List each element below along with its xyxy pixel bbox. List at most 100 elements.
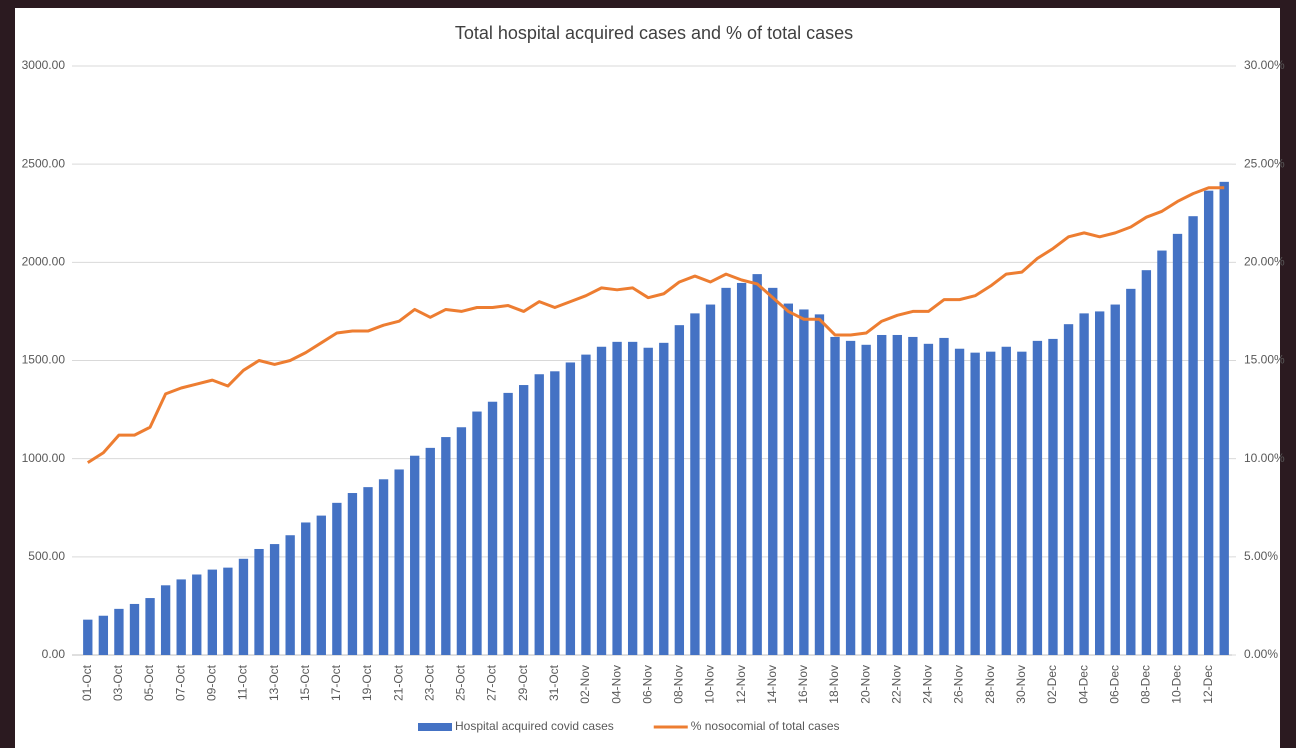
bar — [394, 469, 404, 655]
x-tick-label: 09-Oct — [204, 664, 218, 701]
bar — [1001, 346, 1011, 655]
y-tick-label: 500.00 — [28, 549, 65, 563]
bar — [596, 346, 607, 655]
bar — [363, 487, 373, 655]
y2-tick-label: 30.00% — [1244, 58, 1285, 72]
bar — [1079, 313, 1089, 655]
bar — [690, 313, 700, 655]
x-tick-label: 31-Oct — [547, 664, 561, 701]
bar — [1095, 311, 1105, 655]
bar — [269, 544, 280, 655]
bar — [332, 502, 342, 655]
bar — [472, 411, 482, 655]
y2-tick-label: 0.00% — [1244, 647, 1278, 661]
x-tick-label: 22-Nov — [889, 665, 903, 704]
bar — [565, 362, 576, 655]
bar — [1141, 270, 1152, 655]
x-tick-label: 29-Oct — [516, 664, 530, 701]
bar — [752, 274, 762, 655]
x-tick-label: 24-Nov — [921, 665, 935, 704]
bar — [659, 342, 669, 655]
bar — [986, 351, 996, 655]
bar — [129, 603, 140, 655]
bar — [550, 371, 560, 655]
bar — [721, 287, 731, 655]
bar — [114, 608, 124, 655]
x-tick-label: 27-Oct — [485, 664, 499, 701]
bar — [145, 598, 155, 655]
bar — [456, 427, 467, 655]
x-tick-label: 06-Dec — [1107, 665, 1121, 704]
legend-label: % nosocomial of total cases — [691, 719, 840, 733]
x-tick-label: 12-Nov — [734, 665, 748, 704]
y2-tick-label: 25.00% — [1244, 156, 1285, 170]
x-tick-label: 10-Dec — [1170, 665, 1184, 704]
x-tick-label: 11-Oct — [236, 664, 250, 700]
x-tick-label: 14-Nov — [765, 665, 779, 704]
bar — [612, 341, 622, 655]
bar — [378, 479, 389, 655]
bar — [487, 401, 498, 655]
y-tick-label: 1000.00 — [22, 451, 66, 465]
x-tick-label: 19-Oct — [360, 664, 374, 701]
bar — [1063, 324, 1074, 655]
x-tick-label: 16-Nov — [796, 665, 810, 704]
x-tick-label: 17-Oct — [329, 664, 343, 701]
bar — [799, 309, 809, 655]
bar — [954, 348, 965, 655]
bar — [892, 334, 902, 655]
bar — [1017, 351, 1027, 655]
x-tick-label: 05-Oct — [142, 664, 156, 701]
x-tick-label: 08-Dec — [1139, 665, 1153, 704]
y-tick-label: 0.00 — [42, 647, 66, 661]
bar — [347, 493, 358, 655]
bar — [1048, 338, 1058, 655]
bar — [1157, 250, 1167, 655]
bar — [643, 347, 653, 655]
x-tick-label: 15-Oct — [298, 664, 312, 701]
y-tick-label: 1500.00 — [22, 353, 66, 367]
y-tick-label: 2000.00 — [22, 255, 66, 269]
x-tick-label: 04-Dec — [1076, 665, 1090, 704]
bar — [519, 385, 529, 655]
x-tick-label: 25-Oct — [454, 664, 468, 701]
x-tick-label: 07-Oct — [173, 664, 187, 701]
x-tick-label: 08-Nov — [672, 665, 686, 704]
bar — [768, 287, 778, 655]
bar — [425, 447, 435, 655]
bar — [316, 515, 326, 655]
x-tick-label: 02-Nov — [578, 665, 592, 704]
bar — [176, 579, 186, 655]
bar — [254, 548, 264, 655]
bar — [705, 304, 716, 655]
bar — [410, 455, 420, 655]
x-tick-label: 28-Nov — [983, 665, 997, 704]
bar — [845, 340, 856, 655]
y-tick-label: 3000.00 — [22, 58, 66, 72]
x-tick-label: 01-Oct — [80, 664, 94, 701]
bar — [285, 535, 295, 655]
bar — [207, 569, 217, 655]
x-tick-label: 10-Nov — [703, 665, 717, 704]
legend-swatch — [418, 723, 452, 731]
x-tick-label: 26-Nov — [952, 665, 966, 704]
bar — [877, 334, 887, 655]
chart-title: Total hospital acquired cases and % of t… — [455, 23, 853, 43]
legend-label: Hospital acquired covid cases — [455, 719, 614, 733]
bar — [238, 558, 249, 655]
bar — [534, 374, 544, 655]
bar — [192, 574, 202, 655]
y2-tick-label: 10.00% — [1244, 451, 1285, 465]
bar — [861, 344, 871, 655]
bar — [939, 337, 949, 655]
x-tick-label: 13-Oct — [267, 664, 281, 701]
x-tick-label: 04-Nov — [609, 665, 623, 704]
y2-tick-label: 15.00% — [1244, 353, 1285, 367]
x-tick-label: 06-Nov — [640, 665, 654, 704]
bar — [1203, 190, 1214, 655]
y-tick-label: 2500.00 — [22, 156, 66, 170]
x-tick-label: 20-Nov — [858, 665, 872, 704]
bar — [223, 567, 233, 655]
